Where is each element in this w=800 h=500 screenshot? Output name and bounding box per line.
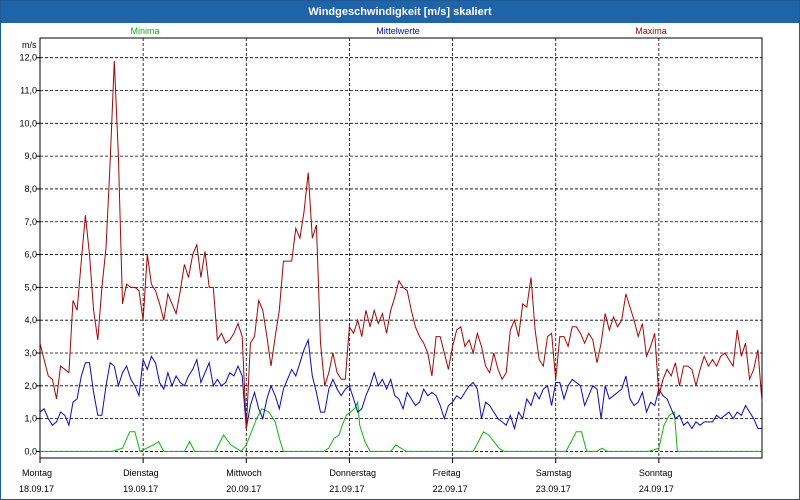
y-tick-label: 0,0 bbox=[24, 446, 37, 456]
x-tick-date: 19.09.17 bbox=[123, 484, 158, 494]
x-axis: Montag 18.09.17 Dienstag 19.09.17 Mittwoch 20… bbox=[19, 458, 674, 494]
x-tick-weekday: Freitag bbox=[433, 468, 461, 478]
y-tick-label: 1,0 bbox=[24, 414, 37, 424]
y-tick-label: 5,0 bbox=[24, 282, 37, 292]
y-tick-label: 9,0 bbox=[24, 151, 37, 161]
y-tick-label: 7,0 bbox=[24, 217, 37, 227]
y-axis: 0,0 1,0 2,0 3,0 4,0 5,0 6,0 7,0 8,0 9,0 10,0 11,0 12… bbox=[19, 53, 40, 456]
x-tick-weekday: Mittwoch bbox=[226, 468, 262, 478]
y-axis-unit: m/s bbox=[22, 40, 37, 50]
y-tick-label: 2,0 bbox=[24, 381, 37, 391]
series-line-mittelwerte bbox=[39, 337, 762, 431]
x-tick-date: 18.09.17 bbox=[19, 484, 54, 494]
x-tick-date: 23.09.17 bbox=[536, 484, 571, 494]
x-tick-weekday: Sonntag bbox=[639, 468, 673, 478]
x-tick-date: 22.09.17 bbox=[433, 484, 468, 494]
x-tick-date: 20.09.17 bbox=[226, 484, 261, 494]
y-tick-label: 11,0 bbox=[20, 86, 37, 96]
x-tick-weekday: Donnerstag bbox=[329, 468, 376, 478]
x-tick-date: 24.09.17 bbox=[639, 484, 674, 494]
series-line-minima bbox=[40, 400, 762, 453]
y-tick-label: 8,0 bbox=[24, 184, 37, 194]
series-line-maxima bbox=[39, 60, 763, 429]
x-tick-date: 21.09.17 bbox=[329, 484, 364, 494]
y-tick-label: 3,0 bbox=[24, 348, 37, 358]
chart-title: Windgeschwindigkeit [m/s] skaliert bbox=[1, 1, 799, 23]
x-tick-weekday: Montag bbox=[22, 468, 52, 478]
grid-lines bbox=[40, 38, 762, 458]
legend: Minima Mittelwerte Maxima bbox=[130, 26, 666, 36]
x-tick-weekday: Samstag bbox=[536, 468, 572, 478]
legend-maxima: Maxima bbox=[635, 26, 667, 36]
legend-minima: Minima bbox=[130, 26, 159, 36]
legend-mittelwerte: Mittelwerte bbox=[376, 26, 420, 36]
y-tick-label: 12,0 bbox=[19, 53, 37, 63]
y-tick-label: 6,0 bbox=[24, 250, 37, 260]
plot-area bbox=[39, 37, 763, 459]
x-tick-weekday: Dienstag bbox=[123, 468, 159, 478]
y-tick-label: 10,0 bbox=[19, 118, 37, 128]
y-tick-label: 4,0 bbox=[24, 315, 37, 325]
series-lines bbox=[39, 60, 763, 453]
